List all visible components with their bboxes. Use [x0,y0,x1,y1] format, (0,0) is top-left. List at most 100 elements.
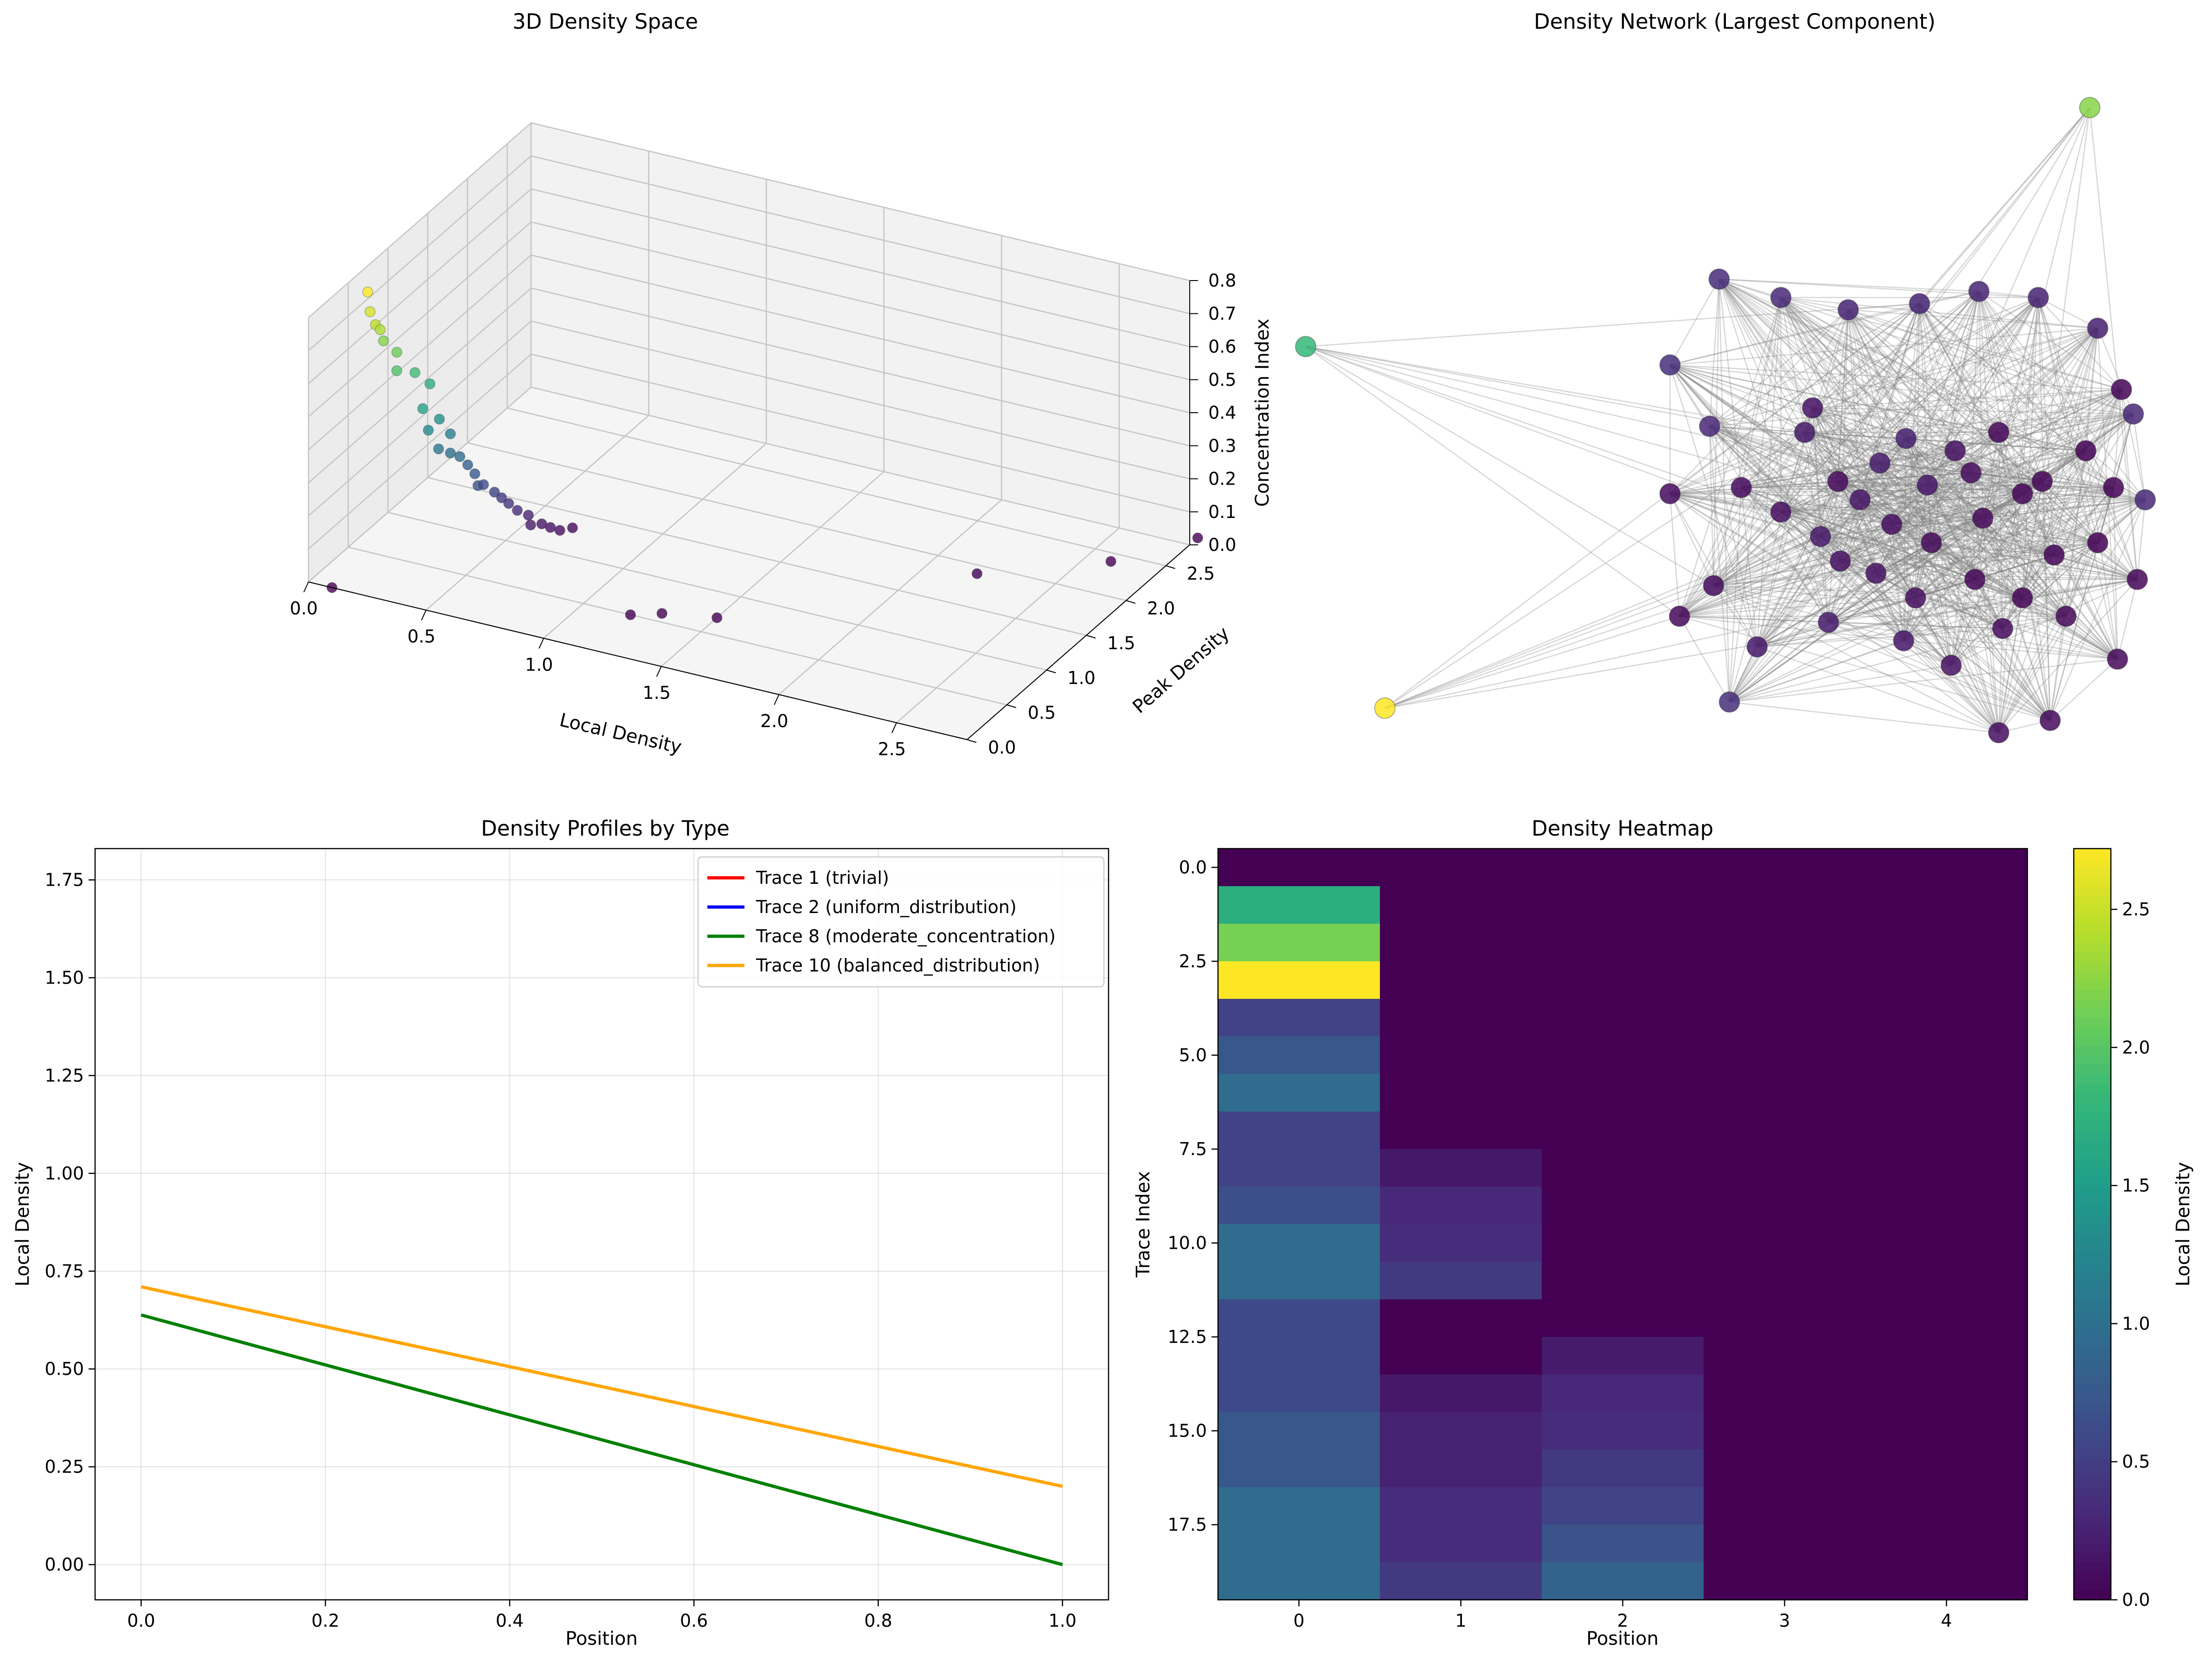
network-edge [2002,615,2066,629]
x-tick-mark [891,722,897,733]
network-edge [1875,450,1956,574]
network-edge [1780,297,1892,525]
heatmap-cell [1542,1149,1704,1187]
y-tick-label: 0.25 [45,1457,84,1477]
network-edge [1927,484,2138,580]
network-edge [1719,278,1979,292]
heatmap-cell [1704,886,1866,924]
heatmap-cell [1866,1337,2028,1375]
network-edge [1975,579,2118,660]
x-tick-label: 3 [1779,1610,1790,1631]
colorbar-segment [2074,1412,2111,1422]
network-edge [1879,462,2098,543]
network-node [1917,474,1938,496]
y-tick-mark [1086,635,1096,639]
scatter-point [496,492,507,504]
network-edge [1679,407,1813,617]
heatmap-cell [1218,1412,1380,1450]
colorbar-segment [2074,1187,2111,1197]
network-edge [1729,413,2134,703]
network-edge [1906,413,2134,439]
network-edge [1919,303,2000,433]
colorbar-segment [2074,1562,2111,1572]
network-edge [1780,297,2003,629]
heatmap-cell [1380,1487,1542,1525]
network-edge [1804,297,2039,433]
heatmap-cell [1218,1112,1380,1150]
network-edge [2113,389,2122,488]
network-edge [1875,542,1932,574]
x-tick-mark [303,581,309,593]
network-edge [1840,560,2118,660]
colorbar-segment [2074,849,2111,859]
network-edge [1951,579,2138,666]
network-edge [1709,425,1880,464]
network-edge [1729,303,1920,703]
colorbar-segment [2074,1271,2111,1281]
y-tick-label: 1.5 [1107,633,1135,653]
network-edge [1780,297,2067,617]
colorbar-segment [2074,1402,2111,1412]
colorbar-segment [2074,1121,2111,1131]
network-edge [1891,487,2114,525]
heatmap-cell [1866,1299,2028,1337]
network-edge [1820,536,1932,543]
network-edge [1828,579,2138,623]
network-edge [1757,297,1782,647]
colorbar-tick-label: 2.5 [2122,899,2150,920]
network-edge [1670,389,2122,494]
network-edge [1669,309,1849,494]
network-edge [1679,432,1805,617]
colorbar-segment [2074,1036,2111,1047]
x-tick-label: 2 [1617,1610,1628,1631]
network-edge [1915,597,2051,721]
network-edge [1780,297,2051,721]
heatmap-cell [1380,924,1542,962]
network-edge [1838,450,1956,482]
network-edge [1982,499,2146,519]
network-edge [1978,291,2023,494]
network-edge [1757,554,2055,648]
x-tick-label: 0.2 [311,1610,339,1631]
scatter-point [391,346,403,358]
colorbar-segment [2074,867,2111,877]
network-edge [1669,493,1758,647]
network-edge [2038,297,2098,543]
network-edge [1713,462,1880,586]
heatmap-cell [1704,1036,1866,1074]
network-edge [2049,414,2134,721]
x-tick-label: 0.6 [680,1610,708,1631]
heatmap-cell [1542,1224,1704,1262]
heatmap-cell [1218,961,1380,999]
network-edge [1950,493,2023,666]
network-node [1881,513,1903,535]
network-node [2087,532,2109,554]
network-edge [1859,297,2039,500]
legend: Trace 1 (trivial) Trace 2 (uniform_distri… [697,856,1105,988]
network-edge [1718,279,1805,433]
network-edge [1669,364,2118,660]
network-edge [2022,493,2138,580]
network-edge [2022,542,2098,599]
heatmap-cell [1542,1562,1704,1600]
network-edge [1847,309,1999,433]
network-edge [1729,622,1829,703]
network-edge [1955,450,2114,488]
network-node [1699,415,1720,437]
z-tick-label: 0.6 [1208,337,1236,357]
network-edge [1840,518,1983,562]
network-edge [1838,480,1983,519]
axes-panes [307,121,1191,741]
colorbar-segment [2074,1158,2111,1169]
network-node [2103,477,2124,498]
heatmap-cell [1380,1149,1542,1187]
network-edge [2049,616,2067,721]
network-edge [1828,621,2003,629]
gridline-x-floor [425,415,649,611]
scatter-point [1105,556,1116,567]
network-edge [1998,432,2023,598]
network-edge [2038,297,2055,555]
network-edge [1982,518,2051,721]
colorbar-segment [2074,1196,2111,1206]
network-edge [1729,327,2098,703]
